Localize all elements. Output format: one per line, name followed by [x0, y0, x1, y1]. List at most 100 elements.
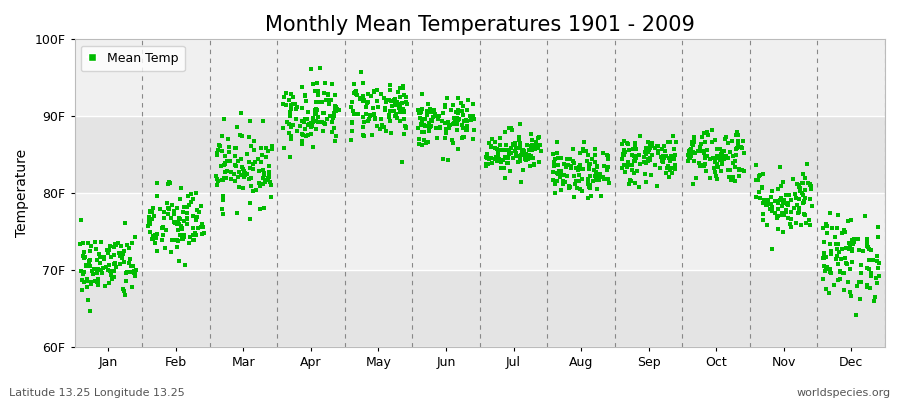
Point [518, 157, 533, 163]
Point [164, 214, 178, 221]
Point [845, 245, 859, 252]
Point [513, 121, 527, 128]
Point [186, 232, 201, 238]
Point [572, 162, 587, 168]
Point [413, 115, 428, 121]
Point [616, 151, 630, 158]
Point [437, 104, 452, 110]
Point [622, 147, 636, 154]
Point [76, 255, 91, 261]
Point [308, 107, 322, 114]
Point [525, 147, 539, 154]
Point [842, 240, 856, 246]
Point [397, 116, 411, 122]
Point [185, 225, 200, 231]
Point [550, 155, 564, 162]
Point [525, 142, 539, 148]
Point [599, 166, 614, 172]
Point [112, 250, 126, 256]
Point [573, 166, 588, 172]
Point [781, 202, 796, 209]
Point [825, 225, 840, 231]
Point [395, 159, 410, 165]
Point [310, 80, 325, 86]
Point [589, 176, 603, 183]
Point [668, 166, 682, 172]
Point [170, 204, 184, 211]
Point [427, 106, 441, 113]
Point [98, 282, 112, 289]
Point [548, 180, 562, 187]
Point [492, 135, 507, 142]
Point [784, 224, 798, 230]
Point [442, 125, 456, 132]
Point [505, 127, 519, 133]
Point [562, 182, 577, 189]
Point [621, 158, 635, 165]
Point [601, 175, 616, 182]
Point [718, 153, 733, 159]
Point [457, 118, 472, 124]
Point [443, 122, 457, 128]
Point [167, 211, 182, 218]
Point [583, 182, 598, 188]
Point [715, 161, 729, 167]
Point [284, 90, 299, 97]
Point [76, 270, 90, 277]
Point [418, 140, 433, 146]
Point [222, 144, 237, 150]
Point [551, 171, 565, 177]
Point [596, 150, 610, 156]
Point [749, 177, 763, 183]
Point [804, 185, 818, 192]
Point [182, 202, 196, 208]
Point [451, 117, 465, 123]
Point [415, 118, 429, 124]
Point [117, 248, 131, 255]
Point [309, 126, 323, 132]
Point [562, 184, 577, 190]
Point [590, 173, 604, 180]
Point [664, 170, 679, 176]
Point [686, 181, 700, 188]
Point [311, 91, 326, 98]
Point [170, 244, 184, 250]
Point [656, 152, 670, 159]
Point [773, 164, 788, 170]
Point [393, 109, 408, 115]
Point [512, 158, 526, 164]
Point [364, 93, 378, 100]
Point [820, 230, 834, 236]
Point [233, 132, 248, 138]
Point [309, 106, 323, 112]
Point [694, 162, 708, 168]
Point [382, 108, 397, 114]
Point [500, 147, 514, 154]
Point [400, 124, 414, 131]
Point [711, 164, 725, 170]
Point [448, 117, 463, 124]
Point [318, 121, 332, 128]
Point [158, 227, 173, 233]
Point [128, 273, 142, 279]
Point [166, 236, 180, 243]
Point [184, 198, 198, 205]
Point [295, 118, 310, 124]
Point [508, 144, 523, 151]
Point [786, 176, 800, 182]
Point [843, 216, 858, 223]
Point [768, 198, 782, 204]
Point [166, 208, 181, 214]
Point [518, 151, 533, 157]
Point [581, 166, 596, 172]
Point [360, 100, 374, 106]
Point [491, 147, 506, 153]
Point [301, 132, 315, 138]
Point [361, 91, 375, 98]
Point [517, 147, 531, 154]
Point [695, 133, 709, 140]
Point [508, 140, 522, 146]
Point [651, 143, 665, 149]
Point [187, 236, 202, 243]
Point [616, 152, 630, 158]
